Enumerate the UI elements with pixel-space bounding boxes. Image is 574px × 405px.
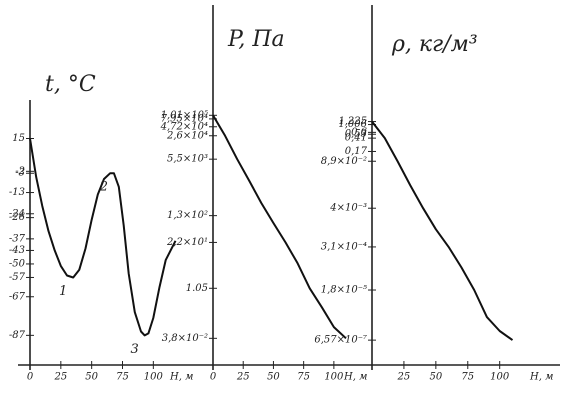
- y-tick-label: -24: [9, 208, 25, 219]
- x-tick-label: 50: [267, 372, 280, 383]
- x-tick-label: 100: [490, 372, 510, 383]
- y-tick-label: 1,006: [338, 119, 367, 130]
- y-tick-label: 8,9×10⁻²: [321, 156, 367, 167]
- y-tick-label: 4×10⁻³: [329, 203, 367, 214]
- y-tick-label: 1.05: [186, 283, 208, 294]
- y-tick-label: 1,3×10²: [167, 210, 208, 221]
- x-tick-label: 25: [236, 372, 250, 383]
- x-tick-label: 0: [27, 372, 34, 383]
- y-tick-label: 2,6×10⁴: [166, 130, 208, 141]
- y-tick-label: 0,53: [345, 129, 367, 140]
- y-tick-label: 7,95×10⁴: [161, 113, 208, 124]
- chart-title: ρ, кг/м³: [391, 32, 478, 57]
- x-axis-label: H, м: [169, 372, 193, 383]
- curve: [371, 120, 514, 341]
- y-tick-label: 5,5×10³: [167, 154, 208, 165]
- curve: [212, 114, 347, 340]
- y-tick-label: -87: [9, 330, 26, 341]
- y-tick-label: 1,8×10⁻⁵: [321, 285, 367, 296]
- x-tick-label: 75: [461, 372, 474, 383]
- x-tick-label: 75: [297, 372, 310, 383]
- y-tick-label: -43: [9, 245, 25, 256]
- chart-title: t, °C: [45, 72, 96, 97]
- y-tick-label: 4,72×10⁴: [160, 121, 208, 132]
- y-tick-label: -50: [9, 258, 26, 269]
- y-tick-label: -67: [9, 291, 26, 302]
- y-tick-label: -57: [9, 272, 26, 283]
- x-tick-label: 25: [397, 372, 411, 383]
- x-tick-label: 100: [144, 372, 164, 383]
- x-tick-label: 75: [116, 372, 129, 383]
- x-tick-label: 100: [324, 372, 344, 383]
- x-axis-label: H, м: [343, 372, 367, 383]
- y-tick-label: -2: [15, 166, 25, 177]
- y-tick-label: 0,6: [351, 127, 368, 138]
- x-axis-label: H, м: [529, 372, 553, 383]
- y-tick-label: 1,01×10⁵: [161, 110, 208, 121]
- annotation: 3: [131, 342, 139, 357]
- x-tick-label: 50: [85, 372, 98, 383]
- y-tick-label: 2,2×10¹: [166, 237, 208, 248]
- y-tick-label: -3: [15, 168, 25, 179]
- x-tick-label: 0: [210, 372, 217, 383]
- curve: [29, 138, 177, 337]
- y-tick-label: 1,225: [338, 116, 367, 127]
- annotation: 2: [99, 180, 108, 195]
- y-tick-label: 0,17: [345, 146, 368, 157]
- annotation: 1: [59, 284, 67, 299]
- y-tick-label: 6,57×10⁻⁷: [314, 335, 367, 346]
- y-tick-label: -37: [9, 233, 26, 244]
- y-tick-label: -13: [9, 187, 25, 198]
- chart-title: P, Па: [227, 27, 285, 52]
- y-tick-label: 3,8×10⁻²: [162, 333, 208, 344]
- y-tick-label: 0,41: [345, 133, 367, 144]
- x-tick-label: 25: [53, 372, 67, 383]
- y-tick-label: 3,1×10⁻⁴: [321, 241, 367, 252]
- x-tick-label: 50: [429, 372, 442, 383]
- y-tick-label: 15: [12, 133, 25, 144]
- y-tick-label: -26: [9, 212, 26, 223]
